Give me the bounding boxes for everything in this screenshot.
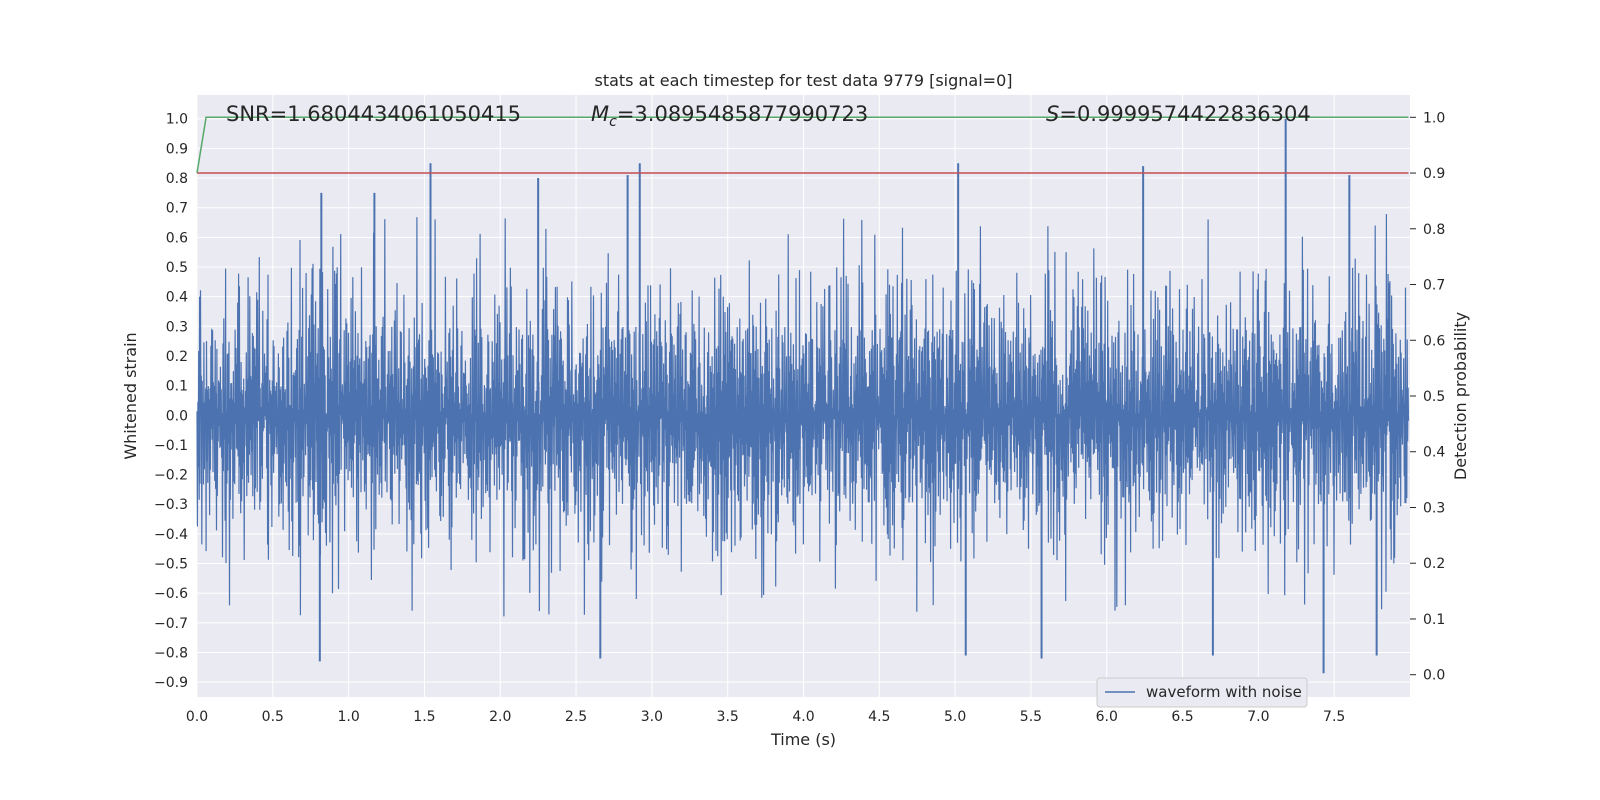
x-tick-label: 2.5 <box>565 709 587 725</box>
x-tick-label: 4.0 <box>792 709 814 725</box>
x-tick-label: 6.5 <box>1171 709 1193 725</box>
y2-tick-label: 0.9 <box>1423 166 1445 182</box>
y2-tick-label: 0.6 <box>1423 333 1445 349</box>
probability-line <box>196 116 1409 174</box>
x-tick-label: 6.0 <box>1096 709 1118 725</box>
waveform-line <box>196 213 1410 617</box>
waveform-series <box>196 118 1410 674</box>
y-axis-label: Whitened strain <box>121 332 140 459</box>
y2-tick-label: 0.2 <box>1423 556 1445 572</box>
y2-tick-label: 0.5 <box>1423 389 1445 405</box>
x-axis-label: Time (s) <box>770 730 836 749</box>
y2-tick-label: 0.0 <box>1423 668 1445 684</box>
s-value: =0.9999574422836304 <box>1059 102 1310 126</box>
probability-series <box>196 116 1409 174</box>
y-tick-label: 0.5 <box>166 260 188 276</box>
x-tick-label: 1.5 <box>413 709 435 725</box>
y-tick-label: −0.6 <box>154 586 188 602</box>
x-tick-label: 0.0 <box>186 709 208 725</box>
y-tick-label: −0.1 <box>154 438 188 454</box>
tick-labels: 0.0 0.5 1.0 1.5 2.0 2.5 3.0 3.5 4.0 4.5 5.0 5.5 6.0 6… <box>154 110 1445 725</box>
s-annotation: S=0.9999574422836304 <box>1046 102 1311 126</box>
y2-axis-label: Detection probability <box>1451 312 1470 480</box>
x-tick-label: 3.5 <box>717 709 739 725</box>
y-tick-label: 0.2 <box>166 349 188 365</box>
y-tick-label: 0.7 <box>166 201 188 217</box>
x-tick-label: 7.0 <box>1247 709 1269 725</box>
chirp-mass-subscript: c <box>609 114 617 130</box>
x-tick-label: 4.5 <box>868 709 890 725</box>
y-tick-label: 0.3 <box>166 319 188 335</box>
x-tick-label: 3.0 <box>641 709 663 725</box>
y-tick-label: −0.8 <box>154 646 188 662</box>
y-tick-label: −0.7 <box>154 616 188 632</box>
x-tick-label: 0.5 <box>262 709 284 725</box>
snr-annotation: SNR=1.6804434061050415 <box>226 102 521 126</box>
x-tick-label: 5.5 <box>1020 709 1042 725</box>
s-symbol: S <box>1046 102 1059 126</box>
y-tick-label: 0.0 <box>166 408 188 424</box>
y-tick-label: 0.4 <box>166 290 188 306</box>
y2-tick-label: 0.4 <box>1423 445 1445 461</box>
y-tick-label: 0.9 <box>166 141 188 157</box>
y2-tick-label: 0.7 <box>1423 278 1445 294</box>
chirp-mass-symbol: M <box>591 102 609 126</box>
x-tick-label: 1.0 <box>337 709 359 725</box>
y-tick-label: 0.8 <box>166 171 188 187</box>
y-tick-label: 1.0 <box>166 112 188 128</box>
y2-tick-label: 0.3 <box>1423 500 1445 516</box>
x-tick-label: 5.0 <box>944 709 966 725</box>
x-tick-label: 2.0 <box>489 709 511 725</box>
legend-label: waveform with noise <box>1146 683 1302 701</box>
chirp-mass-annotation: Mc=3.0895485877990723 <box>591 102 868 130</box>
chart-title: stats at each timestep for test data 977… <box>594 71 1012 90</box>
y-tick-label: 0.1 <box>166 379 188 395</box>
y2-tick-label: 0.8 <box>1423 222 1445 238</box>
chirp-mass-value: =3.0895485877990723 <box>617 102 868 126</box>
y-tick-label: −0.5 <box>154 557 188 573</box>
y-tick-label: −0.2 <box>154 468 188 484</box>
y-tick-label: 0.6 <box>166 230 188 246</box>
y-tick-label: −0.4 <box>154 527 188 543</box>
y2-tick-label: 0.1 <box>1423 612 1445 628</box>
legend: waveform with noise <box>1096 677 1308 708</box>
y-tick-label: −0.3 <box>154 497 188 513</box>
y2-tick-label: 1.0 <box>1423 110 1445 126</box>
legend-box <box>1096 677 1308 708</box>
x-tick-label: 7.5 <box>1323 709 1345 725</box>
y-tick-label: −0.9 <box>154 675 188 691</box>
